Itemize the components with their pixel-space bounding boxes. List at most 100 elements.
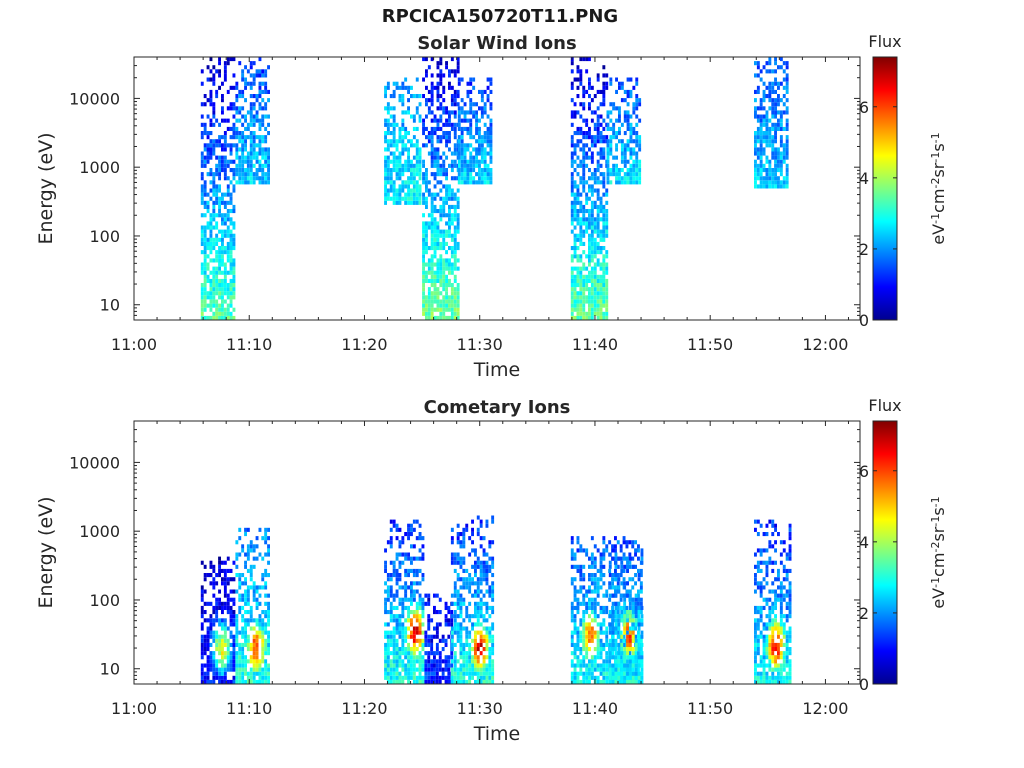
flux-cell [774, 163, 777, 168]
flux-cell [482, 548, 486, 553]
flux-cell [425, 200, 428, 205]
flux-cell [476, 618, 480, 623]
flux-cell [436, 192, 440, 197]
flux-cell [404, 605, 408, 610]
flux-cell [444, 667, 448, 672]
flux-cell [618, 131, 621, 136]
flux-cell [421, 675, 425, 680]
flux-cell [215, 315, 219, 320]
flux-cell [474, 679, 477, 684]
flux-cell [620, 85, 624, 90]
flux-cell [249, 679, 253, 684]
flux-cell [450, 213, 454, 218]
flux-cell [450, 638, 454, 643]
flux-cell [442, 172, 446, 177]
flux-cell [632, 176, 636, 181]
x-tick-label: 12:00 [802, 335, 848, 354]
flux-cell [267, 622, 270, 627]
flux-cell [485, 610, 489, 615]
flux-cell [221, 168, 224, 173]
flux-cell [777, 159, 780, 164]
flux-cell [762, 151, 766, 156]
flux-cell [754, 143, 757, 148]
flux-cell [215, 172, 219, 177]
flux-cell [249, 659, 253, 664]
flux-cell [573, 204, 577, 209]
burst-7 [754, 519, 792, 684]
flux-cell [622, 581, 626, 586]
flux-cell [609, 139, 613, 144]
flux-cell [588, 196, 591, 201]
flux-cell [628, 630, 632, 635]
flux-cell [614, 589, 618, 594]
flux-cell [386, 540, 390, 545]
flux-cell [582, 283, 586, 288]
flux-cell [609, 110, 613, 115]
flux-cell [465, 642, 469, 647]
flux-cell [249, 106, 253, 111]
flux-cell [427, 225, 431, 230]
flux-cell [640, 605, 644, 610]
flux-cell [593, 250, 597, 255]
flux-cell [617, 651, 621, 656]
flux-cell [483, 147, 487, 152]
flux-cell [609, 143, 613, 148]
flux-cell [212, 610, 216, 615]
flux-cell [252, 94, 256, 99]
flux-cell [229, 241, 233, 246]
flux-cell [425, 274, 428, 279]
flux-cell [252, 589, 256, 594]
flux-cell [626, 651, 629, 656]
flux-cell [640, 675, 644, 680]
flux-cell [785, 65, 789, 70]
flux-cell [412, 114, 416, 119]
flux-cell [579, 544, 583, 549]
flux-cell [206, 303, 210, 308]
flux-cell [622, 540, 626, 545]
flux-cell [611, 544, 614, 549]
flux-cell [218, 287, 221, 292]
flux-cell [448, 131, 451, 136]
flux-cell [203, 663, 207, 668]
flux-cell [453, 159, 457, 164]
flux-cell [456, 659, 460, 664]
flux-cell [404, 626, 408, 631]
flux-cell [439, 188, 443, 193]
flux-cell [602, 217, 606, 222]
flux-cell [771, 155, 775, 160]
flux-cell [407, 200, 410, 205]
flux-cell [632, 180, 636, 185]
flux-cell [585, 601, 589, 606]
flux-cell [221, 560, 224, 565]
flux-cell [401, 667, 405, 672]
flux-cell [602, 246, 606, 251]
flux-cell [445, 278, 448, 283]
flux-cell [634, 667, 638, 672]
flux-cell [215, 258, 219, 263]
flux-cell [421, 536, 425, 541]
flux-cell [629, 180, 633, 185]
flux-cell [450, 614, 454, 619]
flux-cell [765, 601, 769, 606]
flux-cell [582, 299, 586, 304]
flux-cell [212, 266, 216, 271]
flux-cell [456, 601, 460, 606]
flux-cell [462, 601, 466, 606]
flux-cell [415, 659, 419, 664]
flux-cell [588, 135, 591, 140]
flux-cell [206, 237, 210, 242]
flux-cell [599, 642, 603, 647]
flux-cell [754, 663, 757, 668]
flux-cell [407, 642, 410, 647]
flux-cell [453, 589, 457, 594]
flux-cell [596, 663, 600, 668]
flux-cell [215, 291, 219, 296]
flux-cell [462, 536, 466, 541]
flux-cell [625, 605, 629, 610]
flux-cell [596, 196, 600, 201]
flux-cell [579, 315, 583, 320]
flux-cell [573, 655, 577, 660]
flux-cell [418, 659, 422, 664]
flux-cell [472, 163, 476, 168]
flux-cell [771, 69, 775, 74]
